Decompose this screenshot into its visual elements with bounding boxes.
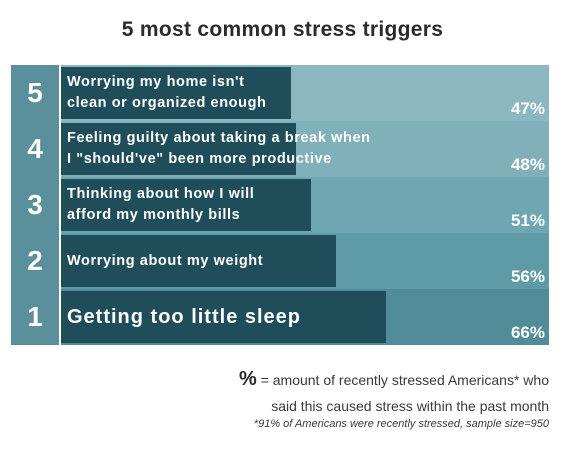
bar-label: Thinking about how I will afford my mont… [67, 186, 255, 223]
bar-track: Worrying about my weight 56% [61, 233, 549, 289]
bar [61, 123, 296, 175]
bar [61, 235, 336, 287]
value-label: 47% [510, 99, 545, 118]
chart-row-rank-4: 4 Feeling guilty about taking a break whe… [11, 121, 549, 177]
legend-line-1: = amount of recently stressed Americans*… [256, 372, 549, 388]
value-label: 48% [510, 155, 545, 174]
chart-row-rank-1: 1 Getting too little sleep 66% [11, 289, 549, 345]
value-label: 56% [510, 267, 545, 286]
rank-number: 4 [11, 121, 59, 177]
bar-label: Worrying my home isn't clean or organize… [67, 74, 267, 111]
rank-number: 1 [11, 289, 59, 345]
bar [61, 179, 311, 231]
bar-track: Feeling guilty about taking a break when… [61, 121, 549, 177]
bar-track: Worrying my home isn't clean or organize… [61, 65, 549, 121]
bar [61, 291, 386, 343]
bar-label: Getting too little sleep [67, 305, 302, 328]
chart-title: 5 most common stress triggers [121, 18, 444, 41]
rank-number: 2 [11, 233, 59, 289]
footnote: *91% of Americans were recently stressed… [253, 418, 549, 430]
bar-track: Thinking about how I will afford my mont… [61, 177, 549, 233]
value-label: 51% [510, 211, 545, 230]
rank-number: 3 [11, 177, 59, 233]
legend: % = amount of recently stressed American… [189, 366, 549, 419]
chart-row-rank-5: 5 Worrying my home isn't clean or organiz… [11, 65, 549, 121]
rank-number: 5 [11, 65, 59, 121]
value-label: 66% [510, 323, 545, 342]
chart-row-rank-3: 3 Thinking about how I will afford my mon… [11, 177, 549, 233]
bar-chart: 5 Worrying my home isn't clean or organiz… [11, 65, 549, 345]
legend-symbol: % [239, 368, 257, 390]
bar-label: Feeling guilty about taking a break when… [67, 130, 371, 167]
bar [61, 67, 291, 119]
bar-track: Getting too little sleep 66% [61, 289, 549, 345]
legend-line-2: said this caused stress within the past … [271, 398, 549, 414]
chart-row-rank-2: 2 Worrying about my weight 56% [11, 233, 549, 289]
bar-label: Worrying about my weight [67, 252, 264, 269]
